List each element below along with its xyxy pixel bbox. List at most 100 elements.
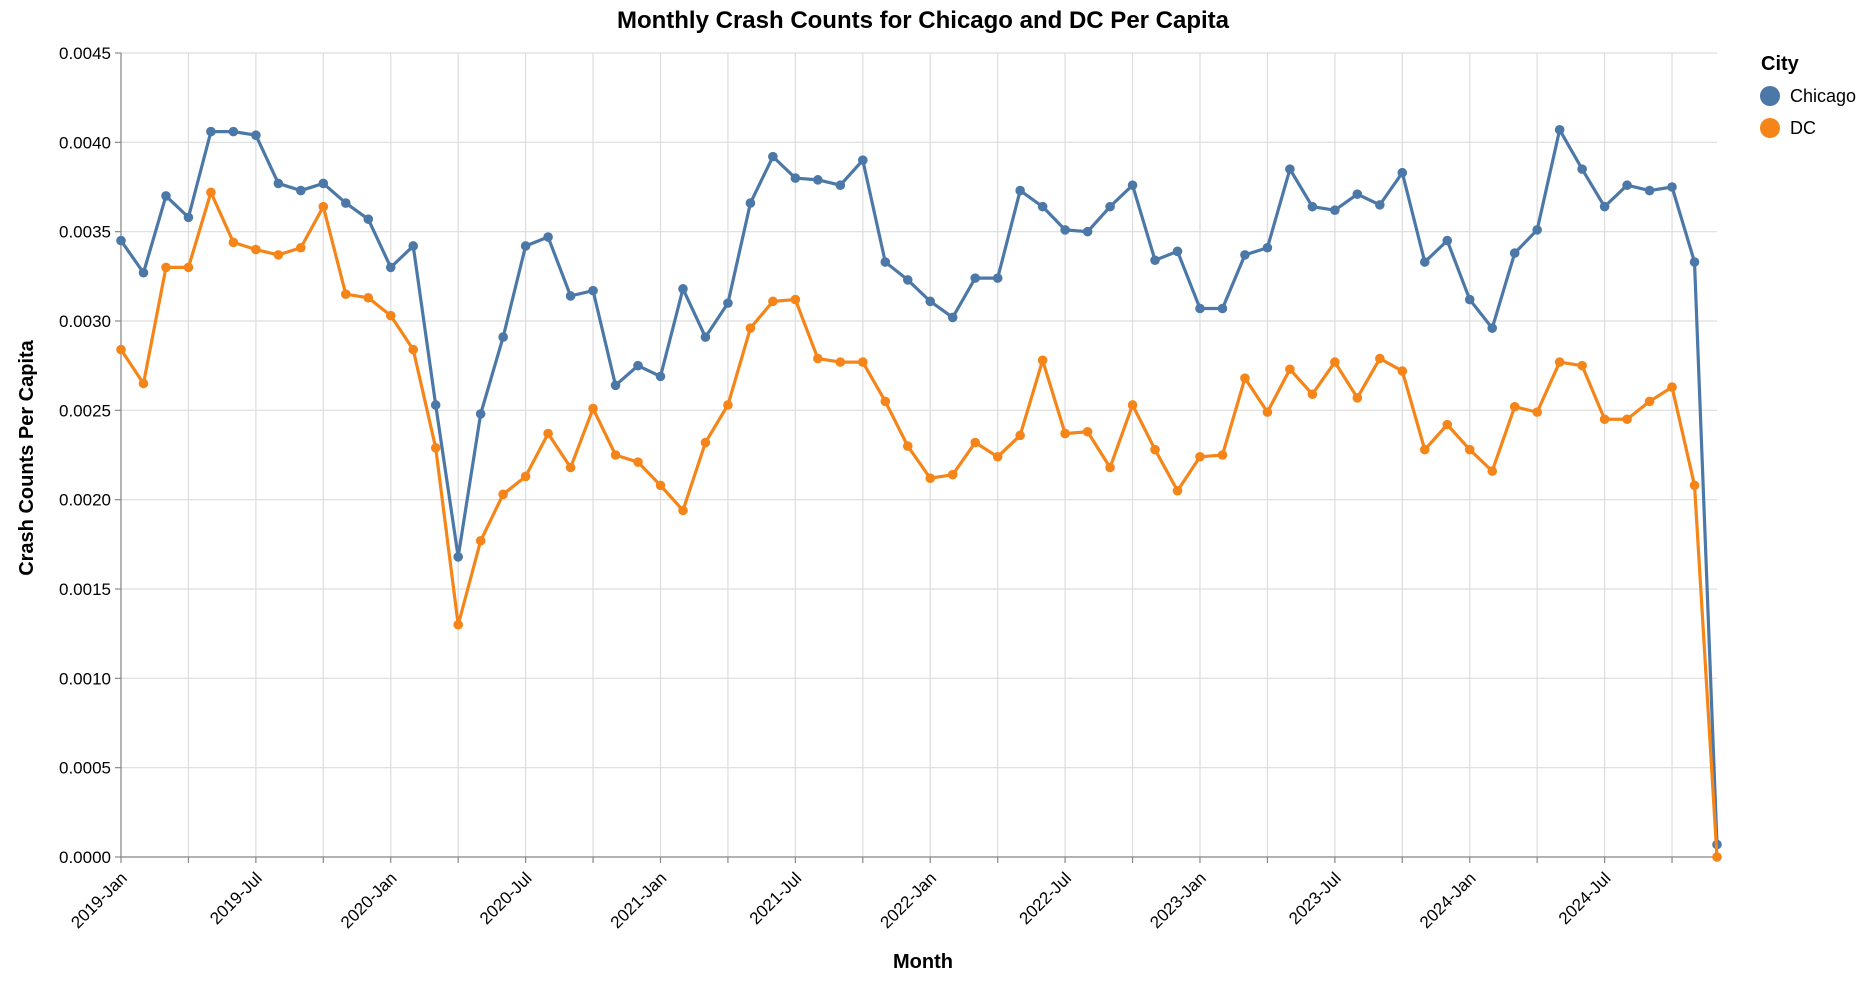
data-point-dc	[588, 403, 598, 414]
data-point-chicago	[543, 232, 553, 242]
y-tick-label: 0.0005	[59, 759, 111, 778]
data-point-chicago	[385, 262, 396, 273]
data-point-dc	[161, 262, 171, 273]
data-point-chicago	[251, 130, 261, 140]
data-point-dc	[273, 250, 284, 260]
data-point-dc	[408, 344, 419, 355]
data-point-dc	[1037, 355, 1048, 366]
data-point-chicago	[813, 175, 823, 185]
y-tick-label: 0.0010	[59, 669, 111, 688]
x-tick-label: 2024-Jan	[1416, 869, 1480, 933]
data-point-dc	[228, 237, 239, 248]
data-point-dc	[880, 396, 891, 407]
legend-swatch-chicago	[1760, 86, 1780, 106]
data-point-chicago	[1644, 185, 1655, 196]
data-point-dc	[498, 489, 508, 500]
data-point-dc	[1285, 364, 1295, 375]
data-point-dc	[1487, 466, 1498, 476]
data-point-chicago	[1689, 257, 1700, 267]
data-point-chicago	[453, 552, 463, 562]
data-point-chicago	[1105, 201, 1115, 212]
data-point-chicago	[970, 273, 980, 283]
series-line-chicago	[119, 128, 1719, 845]
data-point-chicago	[745, 198, 756, 208]
data-point-dc	[520, 471, 531, 482]
data-point-chicago	[1554, 125, 1565, 135]
data-point-dc	[1689, 480, 1700, 491]
data-point-chicago	[1330, 205, 1340, 216]
x-tick-label: 2021-Jul	[746, 869, 806, 929]
data-point-dc	[1644, 396, 1655, 407]
y-tick-label: 0.0000	[59, 848, 111, 867]
data-point-dc	[430, 443, 441, 453]
data-point-dc	[1622, 414, 1632, 425]
data-point-chicago	[678, 284, 688, 294]
data-point-dc	[925, 473, 936, 484]
data-point-chicago	[318, 178, 329, 189]
data-point-dc	[700, 437, 711, 448]
data-point-chicago	[1060, 225, 1070, 235]
legend-title: City	[1761, 53, 1800, 75]
data-point-chicago	[206, 126, 216, 137]
data-point-chicago	[363, 214, 374, 224]
legend-label-dc: DC	[1790, 118, 1816, 138]
x-tick-label: 2019-Jul	[206, 869, 266, 929]
x-tick-label: 2019-Jan	[67, 869, 131, 933]
data-point-dc	[1375, 353, 1385, 364]
data-point-dc	[1352, 393, 1363, 403]
data-point-dc	[475, 535, 486, 546]
data-point-chicago	[1419, 257, 1430, 267]
data-point-dc	[385, 310, 396, 321]
data-point-chicago	[880, 257, 891, 267]
data-point-dc	[1509, 401, 1520, 412]
series-group	[116, 125, 1722, 862]
data-point-dc	[1577, 360, 1587, 371]
data-point-dc	[858, 357, 868, 367]
data-point-dc	[543, 428, 553, 439]
data-point-dc	[1330, 357, 1340, 367]
data-point-chicago	[1464, 294, 1475, 305]
y-tick-label: 0.0040	[59, 133, 111, 152]
data-point-dc	[902, 441, 913, 451]
data-point-chicago	[183, 212, 194, 223]
data-point-dc	[183, 262, 194, 273]
data-point-chicago	[992, 273, 1003, 283]
data-point-chicago	[1262, 242, 1273, 253]
x-tick-label: 2022-Jul	[1015, 869, 1075, 929]
data-point-dc	[1195, 451, 1205, 462]
data-point-dc	[1015, 430, 1025, 441]
data-point-chicago	[655, 371, 666, 382]
data-point-dc	[992, 451, 1003, 462]
grid	[120, 52, 1717, 858]
data-point-dc	[565, 462, 576, 473]
data-point-dc	[1172, 485, 1183, 496]
data-point-dc	[723, 400, 733, 410]
data-point-chicago	[273, 178, 284, 189]
data-point-chicago	[1599, 201, 1610, 212]
data-point-chicago	[723, 298, 733, 308]
data-point-chicago	[1397, 167, 1408, 178]
data-point-dc	[633, 457, 643, 467]
x-tick-label: 2021-Jan	[607, 869, 671, 933]
data-point-dc	[1667, 382, 1677, 392]
data-point-chicago	[1487, 323, 1498, 333]
data-point-chicago	[835, 180, 846, 191]
data-point-dc	[1419, 444, 1430, 455]
data-point-chicago	[498, 332, 508, 342]
data-point-dc	[340, 289, 351, 300]
data-point-dc	[206, 187, 216, 198]
legend-swatch-dc	[1760, 118, 1780, 138]
y-tick-label: 0.0035	[59, 223, 111, 242]
data-point-chicago	[565, 291, 576, 301]
data-point-dc	[1262, 407, 1273, 417]
data-point-chicago	[700, 332, 711, 342]
data-point-chicago	[116, 235, 126, 246]
data-point-chicago	[1015, 185, 1025, 196]
data-point-chicago	[1082, 226, 1093, 237]
data-point-chicago	[858, 155, 868, 165]
x-tick-label: 2020-Jul	[476, 869, 536, 929]
data-point-dc	[835, 357, 846, 367]
data-point-chicago	[1667, 182, 1677, 192]
data-point-chicago	[1509, 248, 1520, 258]
data-point-chicago	[588, 285, 598, 296]
